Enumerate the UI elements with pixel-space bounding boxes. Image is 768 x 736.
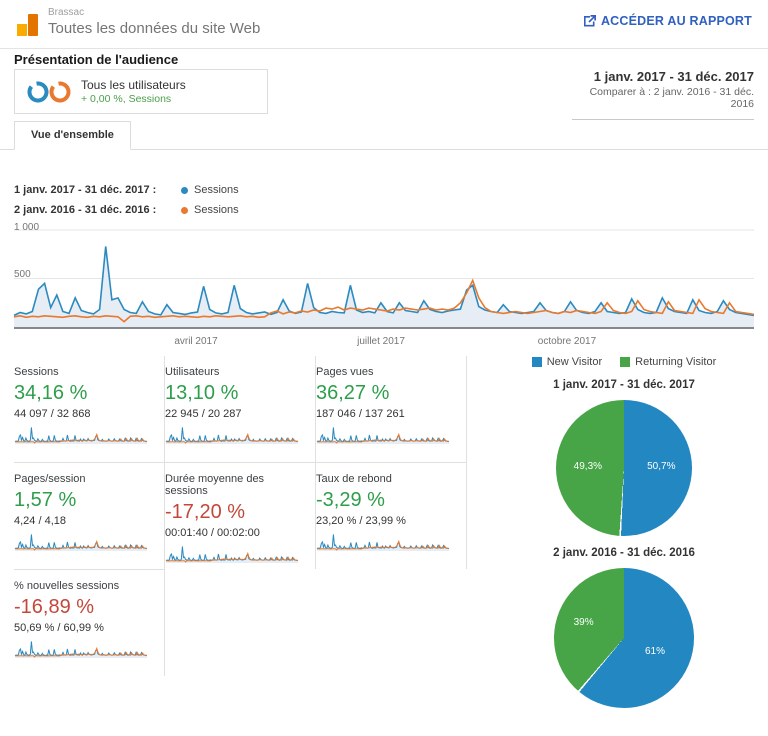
card-values: 23,20 % / 23,99 % — [316, 515, 406, 527]
card-sparkline — [14, 534, 148, 551]
open-report-label: ACCÉDER AU RAPPORT — [600, 14, 752, 28]
card-sparkline — [14, 427, 148, 444]
ytick-500: 500 — [14, 269, 31, 280]
card-label: Taux de rebond — [316, 473, 392, 485]
card-values: 4,24 / 4,18 — [14, 515, 66, 527]
pie-title-2017: 1 janv. 2017 - 31 déc. 2017 — [553, 379, 695, 391]
card-new-sessions[interactable]: % nouvelles sessions -16,89 % 50,69 % / … — [14, 569, 165, 676]
card-sparkline — [14, 641, 148, 658]
card-label: % nouvelles sessions — [14, 580, 120, 592]
card-values: 22 945 / 20 287 — [165, 408, 242, 420]
pie-slice-label-green: 39% — [573, 617, 594, 628]
card-sparkline — [165, 546, 299, 563]
sessions-timeseries-chart: 1 000 500 avril 2017 juillet 2017 octobr… — [0, 222, 768, 354]
date-range-compare: Comparer à : 2 janv. 2016 - 31 déc. 2016 — [589, 86, 754, 110]
open-report-link[interactable]: ACCÉDER AU RAPPORT — [583, 14, 752, 28]
header: Brassac Toutes les données du site Web A… — [0, 0, 768, 49]
pie-legend-label: Returning Visitor — [635, 356, 717, 368]
segment-sublabel: + 0,00 %, Sessions — [81, 92, 172, 105]
visitor-type-panel: New Visitor Returning Visitor 1 janv. 20… — [480, 356, 768, 708]
tab-overview[interactable]: Vue d'ensemble — [14, 121, 131, 150]
chart-legend: 1 janv. 2017 - 31 déc. 2017 : Sessions 2… — [14, 180, 239, 220]
legend-dot-blue-icon — [181, 186, 188, 194]
returning-visitor-swatch-icon — [620, 357, 631, 367]
card-values: 50,69 % / 60,99 % — [14, 622, 104, 634]
card-delta: 34,16 % — [14, 382, 88, 404]
card-label: Pages/session — [14, 473, 86, 485]
date-range-selector[interactable]: 1 janv. 2017 - 31 déc. 2017 Comparer à :… — [572, 69, 754, 120]
timeseries-svg: 1 000 500 avril 2017 juillet 2017 octobr… — [13, 222, 755, 347]
legend-series-2017: Sessions — [194, 184, 239, 196]
pie-title-2016: 2 janv. 2016 - 31 déc. 2016 — [553, 547, 695, 559]
card-values: 00:01:40 / 00:02:00 — [165, 527, 260, 539]
analytics-logo-icon — [16, 12, 40, 36]
pie-slice-label-blue: 50,7% — [647, 461, 676, 473]
card-delta: -3,29 % — [316, 489, 385, 511]
card-sparkline — [316, 427, 450, 444]
tab-bar: Vue d'ensemble — [0, 121, 768, 150]
card-sessions[interactable]: Sessions 34,16 % 44 097 / 32 868 — [14, 356, 165, 462]
xtick-avril: avril 2017 — [174, 336, 218, 347]
card-delta: 36,27 % — [316, 382, 390, 404]
card-delta: -17,20 % — [165, 501, 246, 523]
pie-chart-2016: 61% 39% — [554, 568, 694, 708]
pie-slice-label-green: 49,3% — [573, 461, 603, 473]
page-title: Présentation de l'audience — [14, 52, 179, 67]
card-delta: -16,89 % — [14, 596, 95, 618]
legend-row-2017: 1 janv. 2017 - 31 déc. 2017 : Sessions — [14, 180, 239, 200]
property-name: Toutes les données du site Web — [48, 20, 261, 37]
legend-series-2016: Sessions — [194, 204, 239, 216]
xtick-octobre: octobre 2017 — [538, 336, 597, 347]
xtick-juillet: juillet 2017 — [356, 336, 405, 347]
pie-chart-2017: 50,7% 49,3% — [556, 400, 692, 536]
segment-all-users[interactable]: Tous les utilisateurs + 0,00 %, Sessions — [14, 69, 268, 114]
date-range-current: 1 janv. 2017 - 31 déc. 2017 — [593, 69, 754, 84]
card-delta: 13,10 % — [165, 382, 239, 404]
card-pages-per-session[interactable]: Pages/session 1,57 % 4,24 / 4,18 — [14, 462, 165, 569]
card-delta: 1,57 % — [14, 489, 77, 511]
pie-legend-label: New Visitor — [546, 356, 603, 368]
ytick-1000: 1 000 — [14, 222, 39, 233]
card-sparkline — [316, 534, 450, 551]
pie-legend: New Visitor Returning Visitor — [480, 356, 768, 368]
pie-legend-new-visitor: New Visitor — [531, 356, 603, 368]
card-label: Pages vues — [316, 366, 374, 378]
external-link-icon — [583, 15, 596, 27]
pie-slice-label-blue: 61% — [645, 646, 666, 658]
card-sparkline — [165, 427, 299, 444]
card-pageviews[interactable]: Pages vues 36,27 % 187 046 / 137 261 — [316, 356, 467, 462]
legend-label-2017: 1 janv. 2017 - 31 déc. 2017 : — [14, 184, 157, 196]
legend-row-2016: 2 janv. 2016 - 31 déc. 2016 : Sessions — [14, 200, 239, 220]
card-label: Durée moyenne des sessions — [165, 473, 265, 497]
card-values: 44 097 / 32 868 — [14, 408, 91, 420]
account-name: Brassac — [48, 7, 85, 18]
card-label: Utilisateurs — [165, 366, 220, 378]
pie-legend-returning-visitor: Returning Visitor — [620, 356, 716, 368]
card-bounce-rate[interactable]: Taux de rebond -3,29 % 23,20 % / 23,99 % — [316, 462, 467, 569]
legend-label-2016: 2 janv. 2016 - 31 déc. 2016 : — [14, 204, 157, 216]
card-users[interactable]: Utilisateurs 13,10 % 22 945 / 20 287 — [165, 356, 316, 462]
new-visitor-swatch-icon — [531, 357, 542, 367]
metric-cards: Sessions 34,16 % 44 097 / 32 868 Utilisa… — [14, 356, 467, 676]
card-values: 187 046 / 137 261 — [316, 408, 405, 420]
segment-rings-icon — [27, 81, 71, 102]
legend-dot-orange-icon — [181, 206, 188, 214]
card-label: Sessions — [14, 366, 59, 378]
segment-label: Tous les utilisateurs — [81, 77, 186, 92]
card-avg-session-duration[interactable]: Durée moyenne des sessions -17,20 % 00:0… — [165, 462, 316, 569]
